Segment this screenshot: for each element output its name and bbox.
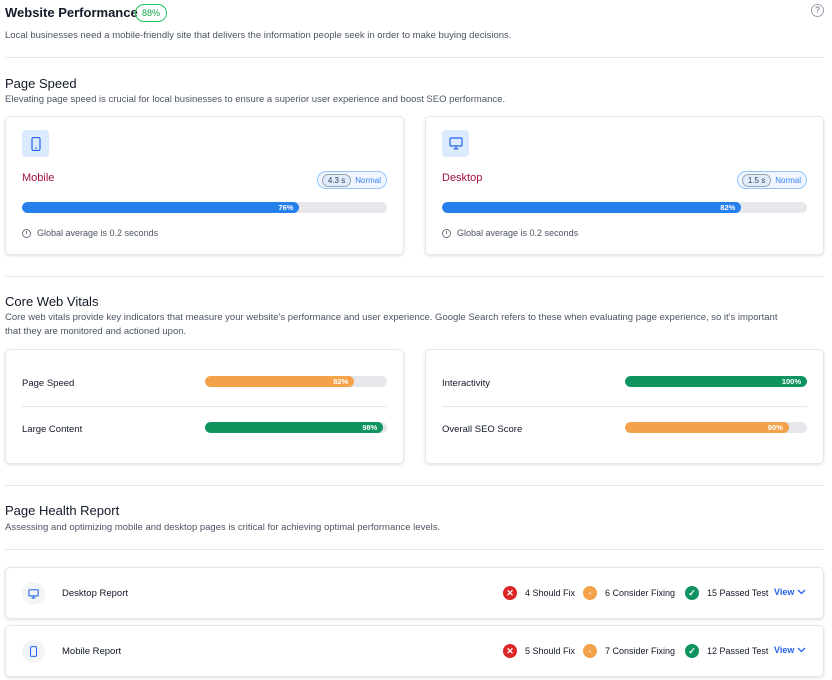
vital-value: 100% — [781, 377, 801, 386]
page-title: Website Performance — [5, 5, 138, 20]
speed-badge: 1.5 s Normal — [736, 171, 807, 189]
vital-label: Large Content — [22, 424, 83, 435]
vital-label: Page Speed — [22, 378, 75, 389]
vital-fill: 90% — [625, 422, 789, 433]
error-icon: ✕ — [503, 644, 517, 658]
divider — [5, 57, 824, 58]
global-average-note: Global average is 0.2 seconds — [442, 228, 578, 238]
vital-value: 82% — [333, 377, 349, 386]
desktop-icon — [442, 130, 469, 157]
progress-value: 76% — [278, 203, 294, 212]
vitals-card-right: Interactivity 100% Overall SEO Score 90% — [425, 349, 824, 464]
progress-fill: 76% — [22, 202, 300, 213]
page-speed-card-mobile: Mobile 4.3 s Normal 76% Global average i… — [5, 116, 404, 255]
section-title-core-web-vitals: Core Web Vitals — [5, 294, 99, 309]
score-badge: 88% — [135, 4, 168, 22]
section-subtitle-page-health: Assessing and optimizing mobile and desk… — [5, 522, 441, 533]
passed-text: 12 Passed Test — [707, 646, 769, 656]
divider — [5, 276, 824, 277]
divider — [442, 406, 807, 407]
load-time: 4.3 s — [321, 173, 352, 187]
speed-status: Normal — [355, 175, 381, 185]
consider-fixing-text: 6 Consider Fixing — [605, 588, 676, 598]
vitals-card-left: Page Speed 82% Large Content 98% — [5, 349, 404, 464]
load-time: 1.5 s — [741, 173, 772, 187]
progress-track: 76% — [22, 202, 387, 213]
should-fix-text: 4 Should Fix — [525, 588, 576, 598]
vital-fill: 98% — [205, 422, 384, 433]
view-label: View — [774, 645, 795, 655]
should-fix-text: 5 Should Fix — [525, 646, 576, 656]
divider — [5, 485, 824, 486]
clock-icon — [442, 228, 451, 238]
progress-value: 82% — [720, 203, 736, 212]
vital-track: 90% — [625, 422, 807, 433]
progress-track: 82% — [442, 202, 807, 213]
progress-fill: 82% — [442, 202, 742, 213]
check-icon: ✓ — [685, 644, 699, 658]
mobile-icon — [22, 130, 49, 157]
section-title-page-health: Page Health Report — [5, 503, 120, 518]
warning-icon: ◦ — [583, 586, 597, 600]
device-label: Desktop — [442, 172, 483, 184]
view-button[interactable]: View — [774, 645, 806, 655]
report-label: Desktop Report — [62, 588, 129, 599]
passed-text: 15 Passed Test — [707, 588, 769, 598]
passed-stat: ✓ 15 Passed Test — [685, 586, 768, 600]
chevron-down-icon — [797, 647, 806, 653]
question-circle-icon[interactable]: ? — [811, 4, 824, 17]
vital-track: 100% — [625, 376, 807, 387]
passed-stat: ✓ 12 Passed Test — [685, 644, 768, 658]
consider-fixing-stat: ◦ 6 Consider Fixing — [583, 586, 675, 600]
global-average-note: Global average is 0.2 seconds — [22, 228, 158, 238]
mobile-icon — [22, 640, 45, 663]
section-subtitle-line2: that they are monitored and actioned upo… — [5, 326, 187, 337]
report-row-desktop[interactable]: Desktop Report ✕ 4 Should Fix ◦ 6 Consid… — [5, 567, 824, 619]
vital-track: 98% — [205, 422, 387, 433]
warning-icon: ◦ — [583, 644, 597, 658]
vital-value: 90% — [767, 423, 783, 432]
vital-fill: 100% — [625, 376, 807, 387]
vital-fill: 82% — [205, 376, 355, 387]
section-title-page-speed: Page Speed — [5, 76, 77, 91]
speed-badge: 4.3 s Normal — [316, 171, 387, 189]
divider — [5, 549, 824, 550]
page-subtitle: Local businesses need a mobile-friendly … — [5, 30, 512, 41]
divider — [22, 406, 387, 407]
view-button[interactable]: View — [774, 587, 806, 597]
vital-track: 82% — [205, 376, 387, 387]
vital-label: Overall SEO Score — [442, 424, 523, 435]
clock-icon — [22, 228, 31, 238]
chevron-down-icon — [797, 589, 806, 595]
global-average-text: Global average is 0.2 seconds — [37, 228, 159, 238]
report-label: Mobile Report — [62, 646, 122, 657]
check-icon: ✓ — [685, 586, 699, 600]
speed-status: Normal — [775, 175, 801, 185]
desktop-icon — [22, 582, 45, 605]
view-label: View — [774, 587, 795, 597]
should-fix-stat: ✕ 4 Should Fix — [503, 586, 575, 600]
device-label: Mobile — [22, 172, 55, 184]
section-subtitle-line1: Core web vitals provide key indicators t… — [5, 312, 778, 323]
global-average-text: Global average is 0.2 seconds — [457, 228, 579, 238]
consider-fixing-stat: ◦ 7 Consider Fixing — [583, 644, 675, 658]
report-row-mobile[interactable]: Mobile Report ✕ 5 Should Fix ◦ 7 Conside… — [5, 625, 824, 677]
page-speed-card-desktop: Desktop 1.5 s Normal 82% Global average … — [425, 116, 824, 255]
vital-label: Interactivity — [442, 378, 491, 389]
vital-value: 98% — [362, 423, 378, 432]
section-subtitle-page-speed: Elevating page speed is crucial for loca… — [5, 94, 506, 105]
error-icon: ✕ — [503, 586, 517, 600]
should-fix-stat: ✕ 5 Should Fix — [503, 644, 575, 658]
consider-fixing-text: 7 Consider Fixing — [605, 646, 676, 656]
